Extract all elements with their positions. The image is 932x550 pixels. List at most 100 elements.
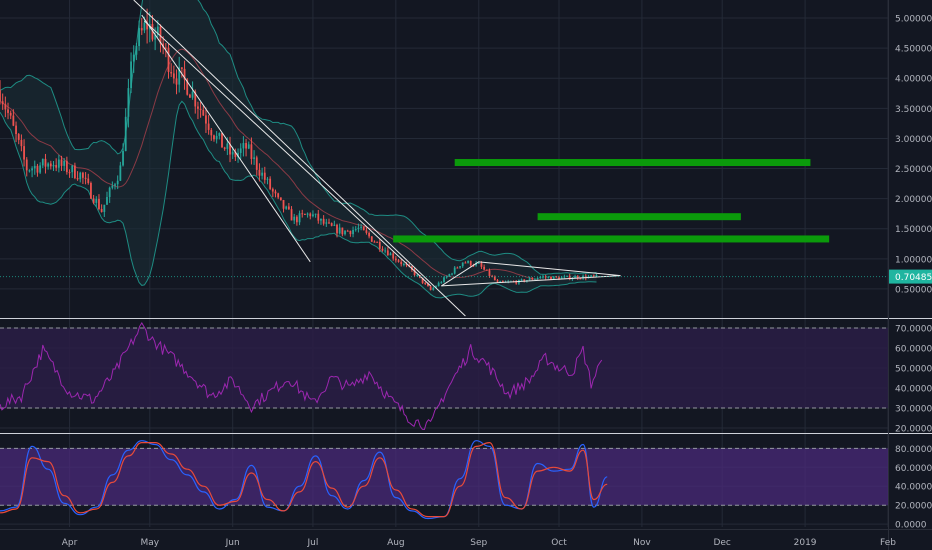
candle-body bbox=[523, 279, 526, 282]
candle bbox=[255, 155, 258, 176]
candle bbox=[95, 196, 98, 207]
candle bbox=[314, 213, 317, 218]
candle-body bbox=[437, 282, 440, 287]
candle-body bbox=[435, 286, 437, 288]
candle-body bbox=[336, 224, 338, 234]
candle-body bbox=[229, 143, 231, 155]
candle-body bbox=[33, 165, 36, 169]
candle bbox=[263, 166, 266, 184]
candle bbox=[360, 223, 362, 231]
candle bbox=[293, 213, 296, 225]
candle bbox=[336, 223, 338, 238]
candle bbox=[103, 204, 106, 217]
trendline-4[interactable] bbox=[441, 261, 480, 287]
rsi-axis[interactable]: 20.0000 30.0000 40.0000 50.0000 60.0000 70.00… bbox=[895, 325, 932, 435]
candle-body bbox=[298, 213, 301, 223]
candle bbox=[122, 143, 124, 167]
candle-body bbox=[226, 143, 229, 149]
trendline-5[interactable] bbox=[478, 261, 621, 277]
candle-body bbox=[237, 152, 239, 158]
candle bbox=[536, 277, 539, 281]
candle-body bbox=[400, 261, 403, 265]
candle bbox=[242, 136, 245, 157]
stochastic-d-line bbox=[0, 441, 608, 518]
price-tick-label-2: 1.5000000 bbox=[895, 225, 932, 235]
candle-body bbox=[263, 172, 266, 180]
candle bbox=[298, 210, 301, 226]
target-line-1[interactable] bbox=[537, 213, 741, 221]
trendline-0[interactable] bbox=[133, 0, 466, 317]
candle bbox=[279, 197, 282, 201]
candle-body bbox=[349, 230, 352, 235]
last-price-marker: 0.7048546 bbox=[0, 269, 932, 284]
candle bbox=[346, 229, 349, 232]
candle-body bbox=[31, 168, 33, 171]
candle-body bbox=[218, 133, 221, 136]
trendline-3[interactable] bbox=[441, 275, 621, 287]
time-tick-label-7: Nov bbox=[633, 538, 651, 548]
candle-body bbox=[555, 276, 558, 278]
candle bbox=[365, 227, 368, 235]
stochastic-axis[interactable]: 0.0000 20.0000 40.0000 60.0000 80.0000 bbox=[895, 445, 932, 531]
candle-body bbox=[464, 262, 467, 264]
rsi-tick-label-1: 30.0000 bbox=[895, 405, 932, 415]
time-tick-label-2: Jun bbox=[225, 538, 240, 548]
bollinger-upper bbox=[0, 0, 597, 275]
candle-body bbox=[90, 182, 92, 199]
candle-body bbox=[140, 28, 143, 31]
candle-body bbox=[536, 277, 539, 279]
rsi-tick-label-3: 50.0000 bbox=[895, 365, 932, 375]
candle-body bbox=[402, 263, 405, 265]
candle-body bbox=[191, 91, 194, 98]
stochastic-series bbox=[0, 440, 608, 520]
candle bbox=[576, 274, 579, 280]
candle bbox=[544, 274, 547, 280]
candle-body bbox=[376, 241, 379, 243]
candle-body bbox=[199, 108, 202, 110]
stoch-tick-label-2: 40.0000 bbox=[895, 483, 932, 493]
trendline-2[interactable] bbox=[144, 20, 431, 287]
candle bbox=[392, 251, 395, 261]
candle-body bbox=[87, 178, 90, 183]
candle-body bbox=[443, 277, 445, 283]
candle bbox=[170, 63, 173, 77]
target-line-2[interactable] bbox=[393, 235, 830, 243]
target-lines[interactable] bbox=[393, 159, 830, 243]
candle bbox=[325, 218, 328, 227]
candle-body bbox=[515, 281, 518, 284]
candle-body bbox=[207, 123, 210, 130]
candle bbox=[239, 143, 242, 159]
candle bbox=[328, 218, 330, 224]
time-tick-label-10: Feb bbox=[880, 538, 896, 548]
candle bbox=[282, 199, 285, 213]
stoch-tick-label-1: 20.0000 bbox=[895, 502, 932, 512]
candle-body bbox=[488, 270, 491, 276]
candle-body bbox=[146, 22, 149, 30]
candle-body bbox=[365, 230, 368, 233]
candle-body bbox=[25, 159, 28, 171]
candle-body bbox=[306, 213, 309, 215]
candle-body bbox=[57, 159, 60, 168]
stochastic-k-line bbox=[0, 440, 608, 520]
candle bbox=[496, 279, 499, 283]
candle bbox=[175, 69, 178, 95]
time-axis[interactable]: Apr May Jun Jul Aug Sep Oct Nov Dec 2019 Feb bbox=[62, 538, 896, 548]
candle bbox=[258, 163, 261, 182]
candle bbox=[338, 223, 341, 235]
candle bbox=[493, 275, 496, 281]
candle bbox=[528, 276, 531, 281]
candle-body bbox=[386, 250, 389, 256]
candle bbox=[41, 158, 44, 169]
trendlines[interactable] bbox=[133, 0, 621, 317]
candle-body bbox=[547, 276, 550, 278]
candle bbox=[119, 161, 122, 181]
target-line-0[interactable] bbox=[454, 159, 811, 167]
trendline-1[interactable] bbox=[141, 14, 311, 263]
candle bbox=[20, 134, 23, 152]
candle bbox=[483, 264, 486, 271]
candle-body bbox=[416, 275, 419, 277]
candle-body bbox=[210, 129, 213, 136]
price-axis[interactable]: 0.5000000 1.0000000 1.5000000 2.0000000 2.50… bbox=[895, 15, 932, 296]
